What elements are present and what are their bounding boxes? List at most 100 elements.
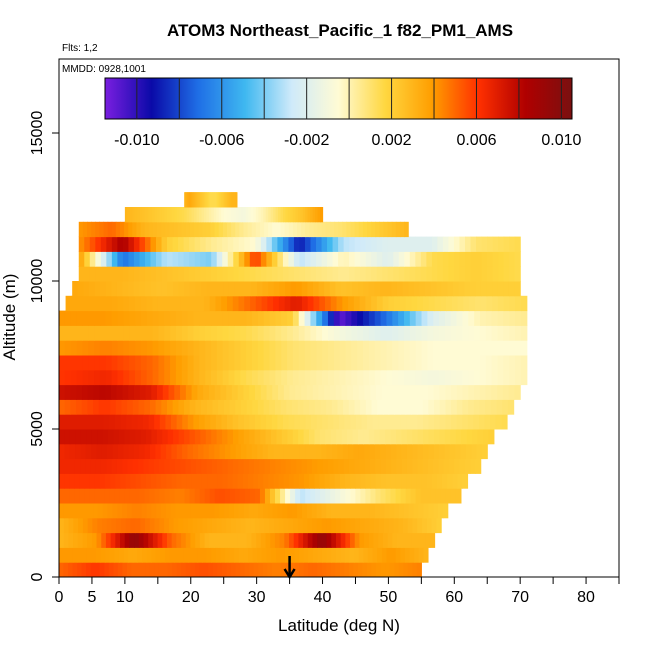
y-tick-label: 10000 (29, 259, 46, 304)
heat-cell (337, 399, 344, 415)
heat-cell (339, 355, 347, 371)
heat-cell (503, 340, 510, 356)
heat-cell (117, 295, 124, 312)
heat-cell (161, 281, 168, 297)
heat-cell (340, 532, 346, 548)
heat-cell (399, 384, 406, 400)
heat-cell (205, 266, 212, 282)
heat-cell (137, 414, 144, 430)
heat-cell (122, 503, 128, 519)
heat-cell (94, 310, 101, 326)
heat-cell (469, 281, 476, 297)
heat-cell (316, 369, 323, 386)
heat-cell (150, 251, 157, 267)
heat-cell (146, 503, 152, 519)
heat-cell (99, 473, 106, 489)
heat-cell (140, 369, 148, 386)
heat-cell (170, 503, 177, 519)
heat-cell (395, 547, 401, 563)
heat-cell (275, 325, 282, 341)
heat-cell (380, 562, 386, 578)
heat-cell (428, 503, 434, 519)
heat-cell (115, 399, 123, 415)
heat-cell (293, 251, 301, 267)
heat-cell (152, 207, 156, 223)
heat-cell (309, 473, 315, 489)
heat-cell (243, 503, 250, 519)
heat-cell (509, 369, 516, 386)
heat-cell (298, 547, 305, 563)
heat-cell (167, 562, 173, 578)
heat-cell (171, 532, 177, 548)
heat-cell (198, 221, 203, 238)
heat-cell (281, 340, 288, 356)
heat-cell (367, 562, 373, 578)
heat-cell (132, 458, 139, 474)
heat-cell (105, 532, 112, 548)
heat-cell (403, 325, 411, 341)
heat-cell (368, 281, 376, 297)
heat-cell (154, 488, 161, 504)
heat-cell (79, 488, 85, 504)
heat-cell (68, 517, 74, 534)
heat-cell (415, 340, 423, 356)
heat-cell (152, 369, 159, 386)
heat-cell (189, 221, 195, 238)
heat-cell (322, 355, 329, 371)
heat-cell (243, 429, 250, 445)
heat-cell (310, 325, 317, 341)
heat-cell (427, 355, 434, 371)
heat-cell (355, 517, 361, 534)
heat-cell (343, 266, 350, 282)
heat-cell (380, 369, 388, 386)
heat-cell (363, 310, 370, 326)
heat-cell (143, 414, 150, 430)
heat-cell (318, 281, 325, 297)
heat-cell (491, 355, 499, 371)
heat-cell (216, 355, 224, 371)
heat-cell (470, 458, 476, 474)
heat-cell (386, 325, 393, 341)
heat-cell (346, 281, 353, 297)
heat-cell (145, 473, 152, 489)
heat-cell (464, 281, 471, 297)
heat-cell (445, 414, 452, 430)
heat-cell (383, 517, 390, 534)
heat-cell (462, 369, 469, 386)
heat-cell (88, 503, 94, 519)
heat-cell (65, 295, 72, 312)
heat-cell (99, 221, 105, 238)
heat-cell (450, 369, 458, 386)
heat-cell (146, 325, 154, 341)
heat-cell (262, 562, 268, 578)
heat-cell (78, 503, 84, 519)
heat-cell (278, 443, 285, 460)
heat-cell (416, 384, 423, 400)
heat-cell (148, 414, 155, 430)
heat-cell (233, 503, 240, 519)
heat-cell (327, 340, 335, 356)
heat-cell (199, 310, 206, 326)
heat-cell (69, 443, 76, 460)
heat-cell (95, 458, 102, 474)
heat-cell (162, 429, 169, 445)
heat-cell (445, 384, 452, 400)
heat-cell (374, 340, 382, 356)
heat-cell (327, 266, 334, 282)
heat-cell (146, 355, 154, 371)
heat-cell (316, 517, 323, 534)
heat-cell (322, 369, 329, 386)
heat-cell (304, 251, 312, 267)
heat-cell (214, 221, 220, 238)
heat-cell (158, 310, 165, 326)
heat-cell (351, 355, 358, 371)
heat-cell (492, 281, 499, 297)
heat-cell (443, 458, 450, 474)
heat-cell (293, 517, 299, 534)
heat-cell (304, 325, 312, 341)
colorbar-tick-label: 0.002 (372, 132, 412, 149)
heat-cell (117, 355, 124, 371)
heat-cell (294, 562, 300, 578)
heat-cell (192, 295, 199, 312)
heat-cell (262, 281, 269, 297)
